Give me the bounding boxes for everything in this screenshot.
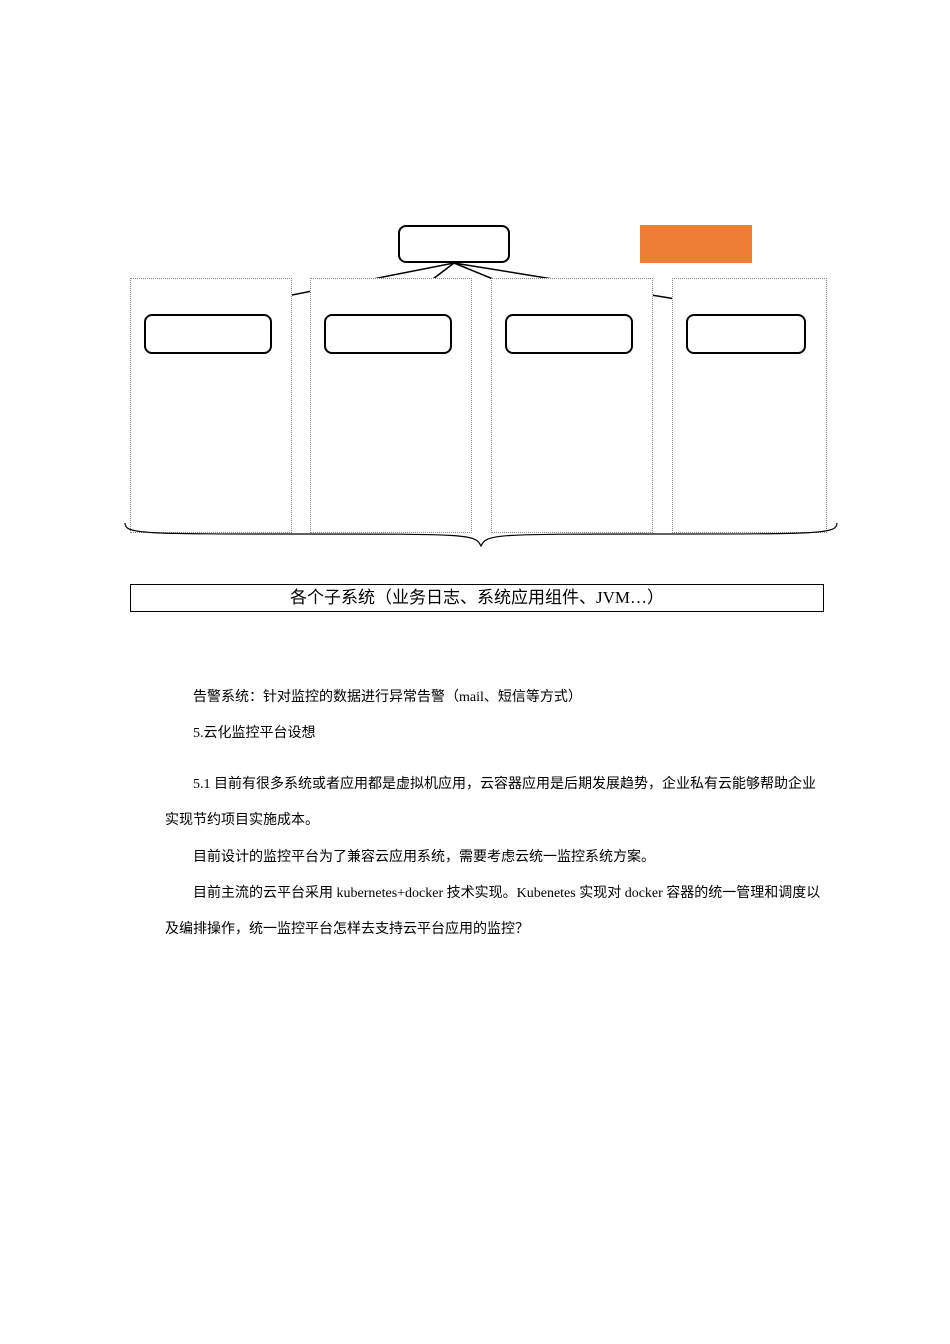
- container-1: [130, 278, 292, 533]
- child-box-2: [324, 314, 452, 354]
- container-4: [672, 278, 827, 533]
- child-box-3: [505, 314, 633, 354]
- body-text: 告警系统：针对监控的数据进行异常告警（mail、短信等方式） 5.云化监控平台设…: [165, 680, 825, 949]
- subsystem-label: 各个子系统（业务日志、系统应用组件、JVM…）: [290, 588, 664, 607]
- container-3: [491, 278, 653, 533]
- child-box-4: [686, 314, 806, 354]
- para-section-5: 5.云化监控平台设想: [165, 716, 825, 752]
- subsystem-label-box: 各个子系统（业务日志、系统应用组件、JVM…）: [130, 584, 824, 612]
- para-5-1: 5.1 目前有很多系统或者应用都是虚拟机应用，云容器应用是后期发展趋势，企业私有…: [165, 767, 825, 840]
- para-k8s: 目前主流的云平台采用 kubernetes+docker 技术实现。Kubene…: [165, 876, 825, 949]
- hierarchy-diagram: [130, 225, 830, 535]
- legend-box: [640, 225, 752, 263]
- container-2: [310, 278, 472, 533]
- para-alarm: 告警系统：针对监控的数据进行异常告警（mail、短信等方式）: [165, 680, 825, 716]
- spacer: [165, 753, 825, 767]
- top-root-box: [398, 225, 510, 263]
- para-compat: 目前设计的监控平台为了兼容云应用系统，需要考虑云统一监控系统方案。: [165, 840, 825, 876]
- curly-brace: [120, 520, 842, 550]
- child-box-1: [144, 314, 272, 354]
